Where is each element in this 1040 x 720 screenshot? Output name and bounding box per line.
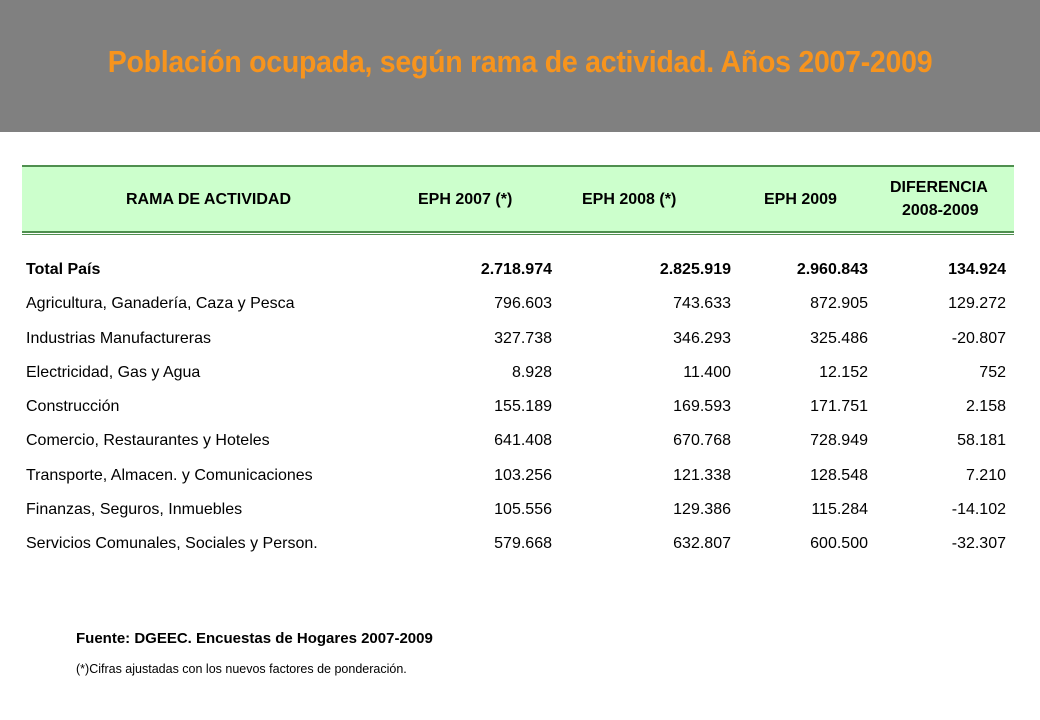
row-eph2007: 2.718.974 <box>481 260 552 280</box>
row-eph2008: 2.825.919 <box>660 260 731 280</box>
title-band: Población ocupada, según rama de activid… <box>0 0 1040 132</box>
row-eph2007: 8.928 <box>512 363 552 383</box>
row-rama: Electricidad, Gas y Agua <box>26 363 200 383</box>
header-rule <box>22 234 1014 235</box>
row-eph2009: 2.960.843 <box>797 260 868 280</box>
table-row: Industrias Manufactureras 327.738 346.29… <box>22 329 1014 363</box>
header-eph2008: EPH 2008 (*) <box>582 191 676 209</box>
row-eph2008: 632.807 <box>673 534 731 554</box>
table-row: Transporte, Almacen. y Comunicaciones 10… <box>22 466 1014 500</box>
row-diferencia: -32.307 <box>952 534 1006 554</box>
table-row: Construcción 155.189 169.593 171.751 2.1… <box>22 397 1014 431</box>
row-rama: Construcción <box>26 397 119 417</box>
row-diferencia: 129.272 <box>948 294 1006 314</box>
row-eph2008: 346.293 <box>673 329 731 349</box>
row-diferencia: -14.102 <box>952 500 1006 520</box>
table-row: Agricultura, Ganadería, Caza y Pesca 796… <box>22 294 1014 328</box>
row-eph2009: 600.500 <box>810 534 868 554</box>
row-diferencia: 7.210 <box>966 466 1006 486</box>
table-row: Total País 2.718.974 2.825.919 2.960.843… <box>22 260 1014 294</box>
row-eph2007: 103.256 <box>494 466 552 486</box>
row-eph2007: 579.668 <box>494 534 552 554</box>
row-rama: Industrias Manufactureras <box>26 329 211 349</box>
page-title: Población ocupada, según rama de activid… <box>42 44 999 80</box>
row-eph2009: 171.751 <box>810 397 868 417</box>
row-diferencia: -20.807 <box>952 329 1006 349</box>
row-eph2008: 129.386 <box>673 500 731 520</box>
footnote: (*)Cifras ajustadas con los nuevos facto… <box>76 662 407 676</box>
row-diferencia: 752 <box>979 363 1006 383</box>
row-diferencia: 2.158 <box>966 397 1006 417</box>
row-eph2008: 11.400 <box>683 363 731 383</box>
header-diferencia: DIFERENCIA <box>890 179 988 197</box>
row-eph2009: 325.486 <box>810 329 868 349</box>
header-eph2007: EPH 2007 (*) <box>418 191 512 209</box>
row-eph2007: 796.603 <box>494 294 552 314</box>
row-diferencia: 58.181 <box>957 431 1006 451</box>
header-eph2009: EPH 2009 <box>764 191 837 209</box>
row-rama: Agricultura, Ganadería, Caza y Pesca <box>26 294 295 314</box>
row-eph2008: 743.633 <box>673 294 731 314</box>
row-eph2008: 670.768 <box>673 431 731 451</box>
row-rama: Transporte, Almacen. y Comunicaciones <box>26 466 313 486</box>
row-eph2007: 327.738 <box>494 329 552 349</box>
row-eph2007: 641.408 <box>494 431 552 451</box>
table-header: RAMA DE ACTIVIDAD EPH 2007 (*) EPH 2008 … <box>22 165 1014 233</box>
source-text: Fuente: DGEEC. Encuestas de Hogares 2007… <box>76 630 433 647</box>
row-diferencia: 134.924 <box>948 260 1006 280</box>
row-rama: Total País <box>26 260 100 280</box>
row-rama: Servicios Comunales, Sociales y Person. <box>26 534 318 554</box>
row-eph2009: 728.949 <box>810 431 868 451</box>
header-rama: RAMA DE ACTIVIDAD <box>126 191 291 209</box>
row-eph2009: 12.152 <box>819 363 868 383</box>
row-rama: Finanzas, Seguros, Inmuebles <box>26 500 242 520</box>
row-eph2008: 169.593 <box>673 397 731 417</box>
table-row: Finanzas, Seguros, Inmuebles 105.556 129… <box>22 500 1014 534</box>
header-diferencia-years: 2008-2009 <box>902 202 979 220</box>
row-eph2009: 872.905 <box>810 294 868 314</box>
row-rama: Comercio, Restaurantes y Hoteles <box>26 431 270 451</box>
table-row: Electricidad, Gas y Agua 8.928 11.400 12… <box>22 363 1014 397</box>
table-row: Servicios Comunales, Sociales y Person. … <box>22 534 1014 568</box>
row-eph2008: 121.338 <box>673 466 731 486</box>
table-row: Comercio, Restaurantes y Hoteles 641.408… <box>22 431 1014 465</box>
row-eph2007: 155.189 <box>494 397 552 417</box>
row-eph2007: 105.556 <box>494 500 552 520</box>
row-eph2009: 128.548 <box>810 466 868 486</box>
row-eph2009: 115.284 <box>811 500 868 520</box>
